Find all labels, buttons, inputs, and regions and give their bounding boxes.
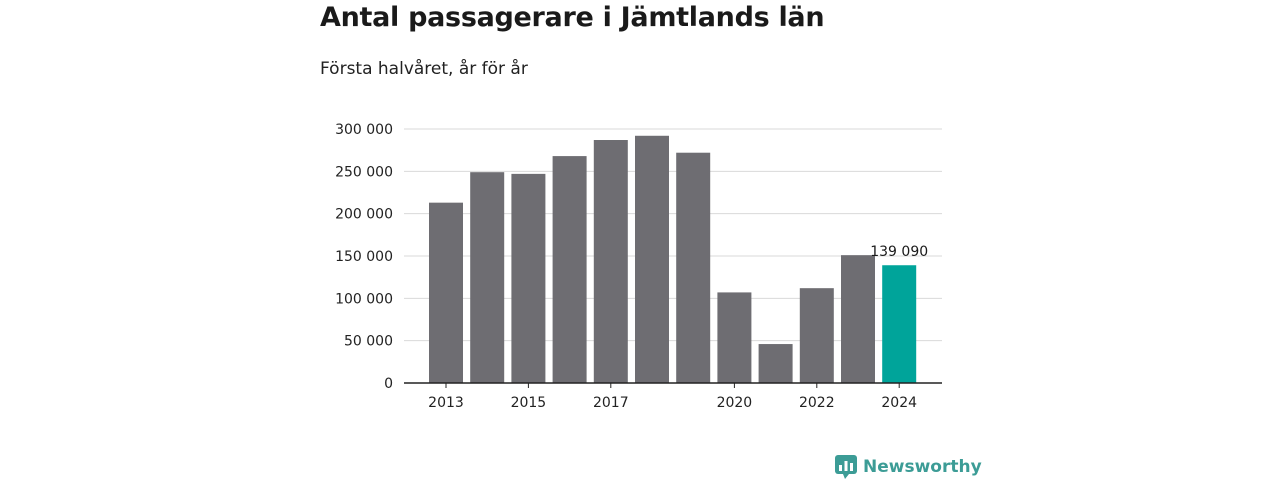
x-tick-label: 2024 [881,395,917,411]
bar-2013 [429,202,463,383]
bar-2022 [799,288,834,383]
bar-2020 [717,292,752,383]
x-tick-label: 2020 [717,395,753,411]
newsworthy-brand: Newsworthy [835,455,982,479]
newsworthy-logo-icon [835,455,857,479]
x-tick-label: 2022 [799,395,835,411]
y-tick-label: 0 [384,376,393,392]
x-tick-label: 2017 [593,395,629,411]
y-tick-label: 200 000 [335,207,393,223]
annotations: 139 090 [870,244,928,260]
chart-title: Antal passagerare i Jämtlands län [320,2,825,33]
x-tick-label: 2015 [511,395,547,411]
y-tick-label: 150 000 [335,249,393,265]
y-tick-label: 300 000 [335,122,393,138]
y-tick-label: 50 000 [344,334,393,350]
bar-2014 [470,172,505,383]
bar-2021 [758,344,793,383]
y-axis-ticks: 0 50 000 100 000 150 000 200 000 250 000 300 0… [335,122,393,392]
brand-name: Newsworthy [863,457,982,477]
bar-2018 [635,135,669,383]
y-tick-label: 100 000 [335,291,393,307]
bar-2019 [676,152,711,383]
bar-2017 [593,140,628,383]
bar-2015 [511,173,546,383]
bar-2023 [841,255,875,383]
x-axis-ticks: 2013 2015 2017 2020 2022 2024 [404,382,942,411]
bar-2024 [882,265,917,383]
data-label: 139 090 [870,244,928,260]
y-tick-label: 250 000 [335,164,393,180]
bar-2016 [552,156,587,383]
bars [429,135,917,383]
x-tick-label: 2013 [428,395,464,411]
chart-subtitle: Första halvåret, år för år [320,59,528,79]
